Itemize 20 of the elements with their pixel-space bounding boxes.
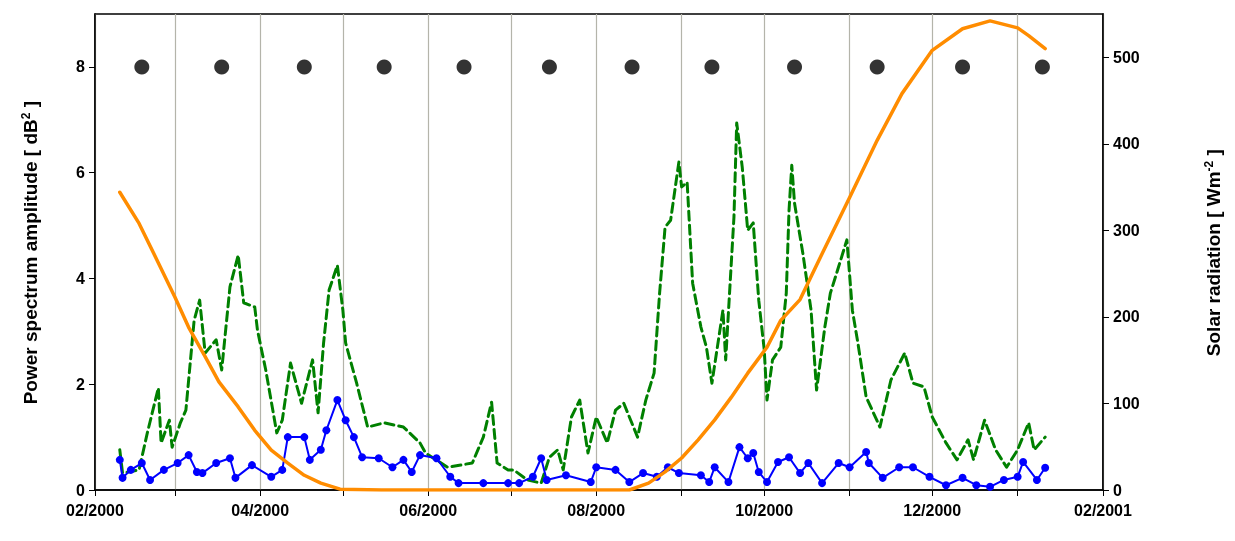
- y2-tick-label: 500: [1113, 48, 1140, 66]
- y2-tick-label: 300: [1113, 221, 1140, 239]
- x-tick-label: 04/2000: [231, 501, 290, 519]
- x-tick-label: 10/2000: [735, 501, 794, 519]
- y-tick-label: 8: [76, 58, 86, 76]
- y2-tick-label: 200: [1113, 308, 1140, 326]
- x-tick-label: 02/2001: [1074, 501, 1133, 519]
- line-series: [118, 121, 1047, 485]
- line-series: [118, 19, 1047, 492]
- y2-tick-label: 400: [1113, 135, 1140, 153]
- x-tick-label: 02/2000: [66, 501, 125, 519]
- y-tick-label: 6: [76, 164, 86, 182]
- y-tick-label: 4: [76, 269, 86, 287]
- x-tick-label: 08/2000: [567, 501, 626, 519]
- y2-tick-label: 100: [1113, 394, 1140, 412]
- y2-tick-label: 0: [1113, 481, 1122, 499]
- y-tick-label: 0: [76, 481, 86, 499]
- x-tick-label: 12/2000: [903, 501, 962, 519]
- x-tick-label: 06/2000: [399, 501, 458, 519]
- y-tick-label: 2: [76, 375, 86, 393]
